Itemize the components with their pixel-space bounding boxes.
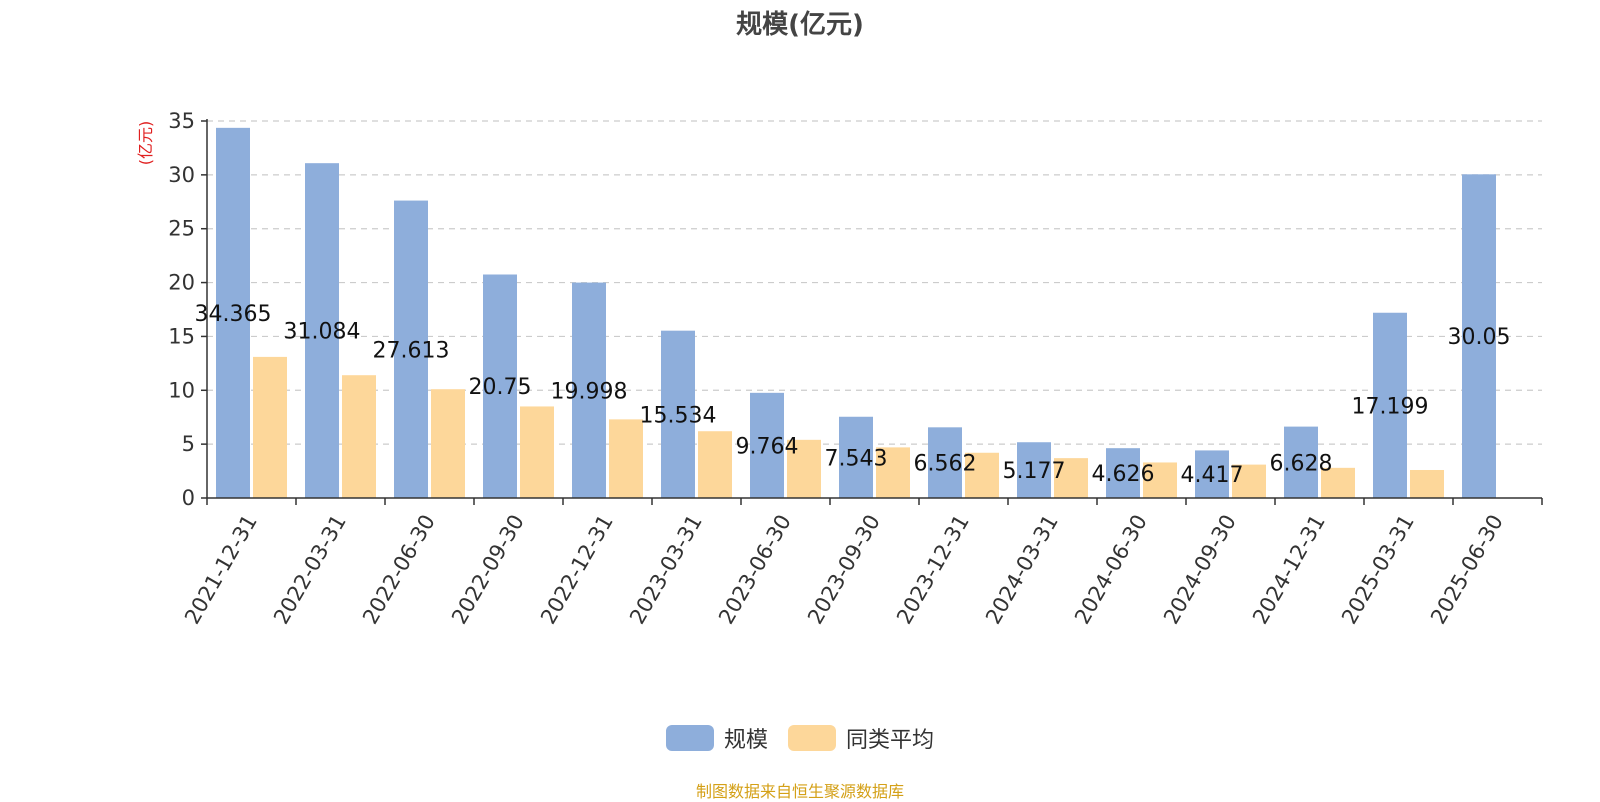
bar-scale bbox=[1195, 450, 1229, 498]
bar-scale bbox=[661, 330, 695, 498]
legend-swatch bbox=[788, 725, 836, 751]
y-tick-label: 15 bbox=[168, 324, 195, 348]
bar-peer-average bbox=[965, 452, 999, 498]
bar-peer-average bbox=[1321, 467, 1355, 498]
data-label: 4.626 bbox=[1092, 462, 1155, 487]
x-tick-label: 2021-12-31 bbox=[180, 511, 262, 629]
bar-peer-average bbox=[609, 419, 643, 498]
bar-scale bbox=[928, 427, 962, 498]
grid-lines bbox=[207, 120, 1542, 445]
data-label: 20.75 bbox=[469, 375, 532, 400]
data-label: 7.543 bbox=[825, 446, 888, 471]
x-tick-label: 2024-06-30 bbox=[1070, 511, 1152, 629]
bar-peer-average bbox=[253, 356, 287, 498]
y-tick-label: 10 bbox=[168, 378, 195, 402]
data-label: 9.764 bbox=[736, 434, 799, 459]
y-tick-label: 0 bbox=[182, 486, 195, 510]
bar-peer-average bbox=[876, 447, 910, 498]
bar-scale bbox=[1462, 174, 1496, 498]
legend: 规模 同类平均 bbox=[0, 722, 1600, 754]
x-tick-label: 2024-09-30 bbox=[1159, 511, 1241, 629]
data-label: 27.613 bbox=[373, 338, 450, 363]
source-note: 制图数据来自恒生聚源数据库 bbox=[695, 782, 904, 801]
chart-title: 规模(亿元) bbox=[736, 10, 864, 40]
y-tick-label: 35 bbox=[168, 109, 195, 133]
bar-scale bbox=[483, 274, 517, 498]
legend-label: 同类平均 bbox=[846, 728, 935, 753]
x-tick-label: 2023-09-30 bbox=[803, 511, 885, 629]
data-label: 6.562 bbox=[914, 452, 977, 477]
bar-scale bbox=[1373, 312, 1407, 498]
y-tick-label: 25 bbox=[168, 217, 195, 241]
bar-peer-average bbox=[787, 439, 821, 498]
bar-peer-average bbox=[342, 375, 376, 498]
bar-peer-average bbox=[520, 406, 554, 498]
x-tick-label: 2022-03-31 bbox=[269, 511, 351, 629]
bar-scale bbox=[839, 416, 873, 498]
x-tick-label: 2025-06-30 bbox=[1426, 511, 1508, 629]
bar-scale bbox=[1017, 442, 1051, 498]
y-tick-label: 30 bbox=[168, 163, 195, 187]
data-label: 5.177 bbox=[1003, 459, 1066, 484]
y-tick-label: 5 bbox=[182, 432, 195, 456]
legend-label: 规模 bbox=[723, 728, 768, 753]
legend-swatch bbox=[665, 725, 714, 751]
bar-peer-average bbox=[431, 389, 465, 498]
legend-item-scale[interactable]: 规模 bbox=[665, 722, 768, 754]
data-label: 19.998 bbox=[551, 379, 628, 404]
y-axis-unit-label: (亿元) bbox=[136, 121, 155, 166]
data-labels: 34.365 31.084 27.613 20.75 19.998 15.534 9.764… bbox=[195, 302, 1511, 488]
x-tick-label: 2022-09-30 bbox=[447, 511, 529, 629]
y-tick-label: 20 bbox=[168, 271, 195, 295]
bar-peer-average bbox=[1054, 458, 1088, 498]
bar-scale bbox=[1284, 426, 1318, 498]
bar-peer-average bbox=[1410, 469, 1444, 498]
bar-peer-average bbox=[698, 431, 732, 498]
data-label: 6.628 bbox=[1270, 451, 1333, 476]
data-label: 4.417 bbox=[1181, 463, 1244, 488]
x-tick-label: 2024-12-31 bbox=[1248, 511, 1330, 629]
x-tick-label: 2025-03-31 bbox=[1337, 511, 1419, 629]
data-label: 17.199 bbox=[1352, 394, 1429, 419]
x-tick-label: 2024-03-31 bbox=[981, 511, 1063, 629]
bar-scale bbox=[305, 163, 339, 498]
bar-peer-average bbox=[1143, 462, 1177, 498]
bar-scale bbox=[1106, 448, 1140, 498]
data-label: 30.05 bbox=[1448, 325, 1511, 350]
bar-layer bbox=[216, 127, 1496, 499]
bar-scale bbox=[394, 200, 428, 498]
x-tick-label: 2023-12-31 bbox=[892, 511, 974, 629]
bar-scale bbox=[572, 282, 606, 498]
legend-item-peer-average[interactable]: 同类平均 bbox=[788, 722, 934, 754]
data-label: 31.084 bbox=[284, 320, 361, 345]
data-label: 34.365 bbox=[195, 302, 272, 327]
x-tick-label: 2022-12-31 bbox=[536, 511, 618, 629]
bar-peer-average bbox=[1232, 464, 1266, 498]
bar-scale bbox=[216, 127, 250, 499]
data-label: 15.534 bbox=[640, 403, 717, 428]
x-tick-label: 2023-03-31 bbox=[625, 511, 707, 629]
x-tick-label: 2022-06-30 bbox=[358, 511, 440, 629]
x-tick-label: 2023-06-30 bbox=[714, 511, 796, 629]
bar-scale bbox=[750, 392, 784, 498]
